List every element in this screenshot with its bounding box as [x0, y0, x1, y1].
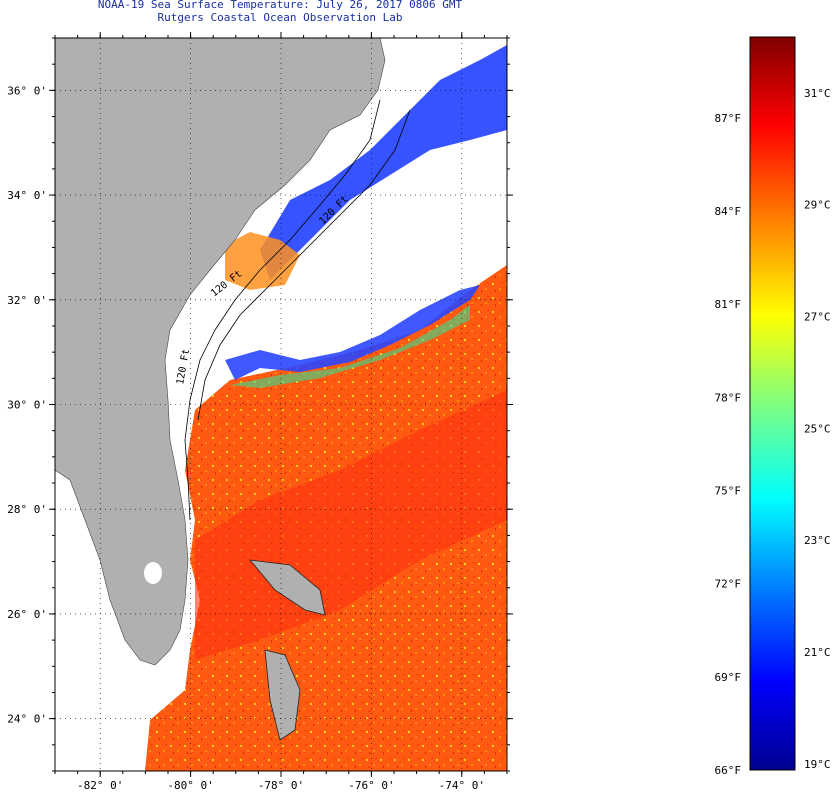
colorbar-f-label: 75°F — [715, 484, 742, 497]
longitude-label: -74° 0' — [439, 779, 485, 792]
longitude-labels: -82° 0' -80° 0' -78° 0' -76° 0' -74° 0' — [77, 779, 485, 792]
map-title: NOAA-19 Sea Surface Temperature: July 26… — [97, 0, 463, 11]
cool-sst-front — [225, 285, 480, 380]
colorbar — [749, 36, 796, 771]
latitude-label: 32° 0' — [7, 294, 47, 307]
bahamas-bank — [249, 559, 326, 616]
colorbar-fahrenheit-labels: 87°F 84°F 81°F 78°F 75°F 72°F 69°F 66°F — [715, 112, 742, 777]
colorbar-c-label: 23°C — [804, 534, 831, 547]
latitude-label: 28° 0' — [7, 503, 47, 516]
latitude-labels: 36° 0' 34° 0' 32° 0' 30° 0' 28° 0' 26° 0' 24° … — [7, 84, 47, 725]
cool-sst-nearshore — [260, 45, 507, 280]
colorbar-f-label: 78°F — [715, 391, 742, 404]
latitude-label: 34° 0' — [7, 189, 47, 202]
longitude-label: -82° 0' — [77, 779, 123, 792]
axis-ticks — [49, 32, 513, 777]
colorbar-f-label: 66°F — [715, 764, 742, 777]
land-mass — [55, 38, 386, 666]
graticule — [55, 38, 507, 771]
colorbar-c-label: 25°C — [804, 422, 831, 435]
colorbar-c-label: 27°C — [804, 311, 831, 324]
latitude-label: 30° 0' — [7, 399, 47, 412]
mixed-sst-nearshore — [225, 232, 300, 290]
colorbar-f-label: 81°F — [715, 298, 742, 311]
lake — [144, 562, 162, 584]
longitude-label: -76° 0' — [348, 779, 394, 792]
colorbar-f-label: 72°F — [715, 578, 742, 591]
latitude-label: 36° 0' — [7, 84, 47, 97]
colorbar-c-label: 29°C — [804, 199, 831, 212]
colorbar-f-label: 69°F — [715, 671, 742, 684]
longitude-label: -78° 0' — [258, 779, 304, 792]
map-subtitle: Rutgers Coastal Ocean Observation Lab — [157, 11, 403, 24]
bahamas-bank — [264, 649, 301, 741]
colorbar-c-label: 31°C — [804, 87, 831, 100]
isobath-contour — [197, 109, 411, 421]
colorbar-f-label: 87°F — [715, 112, 742, 125]
colorbar-celsius-labels: 31°C 29°C 27°C 25°C 23°C 21°C 19°C — [804, 87, 831, 771]
colorbar-c-label: 21°C — [804, 646, 831, 659]
latitude-label: 26° 0' — [7, 608, 47, 621]
colorbar-f-label: 84°F — [715, 205, 742, 218]
colorbar-c-label: 19°C — [804, 758, 831, 771]
latitude-label: 24° 0' — [7, 713, 47, 726]
longitude-label: -80° 0' — [167, 779, 213, 792]
warm-core-band — [195, 390, 507, 660]
